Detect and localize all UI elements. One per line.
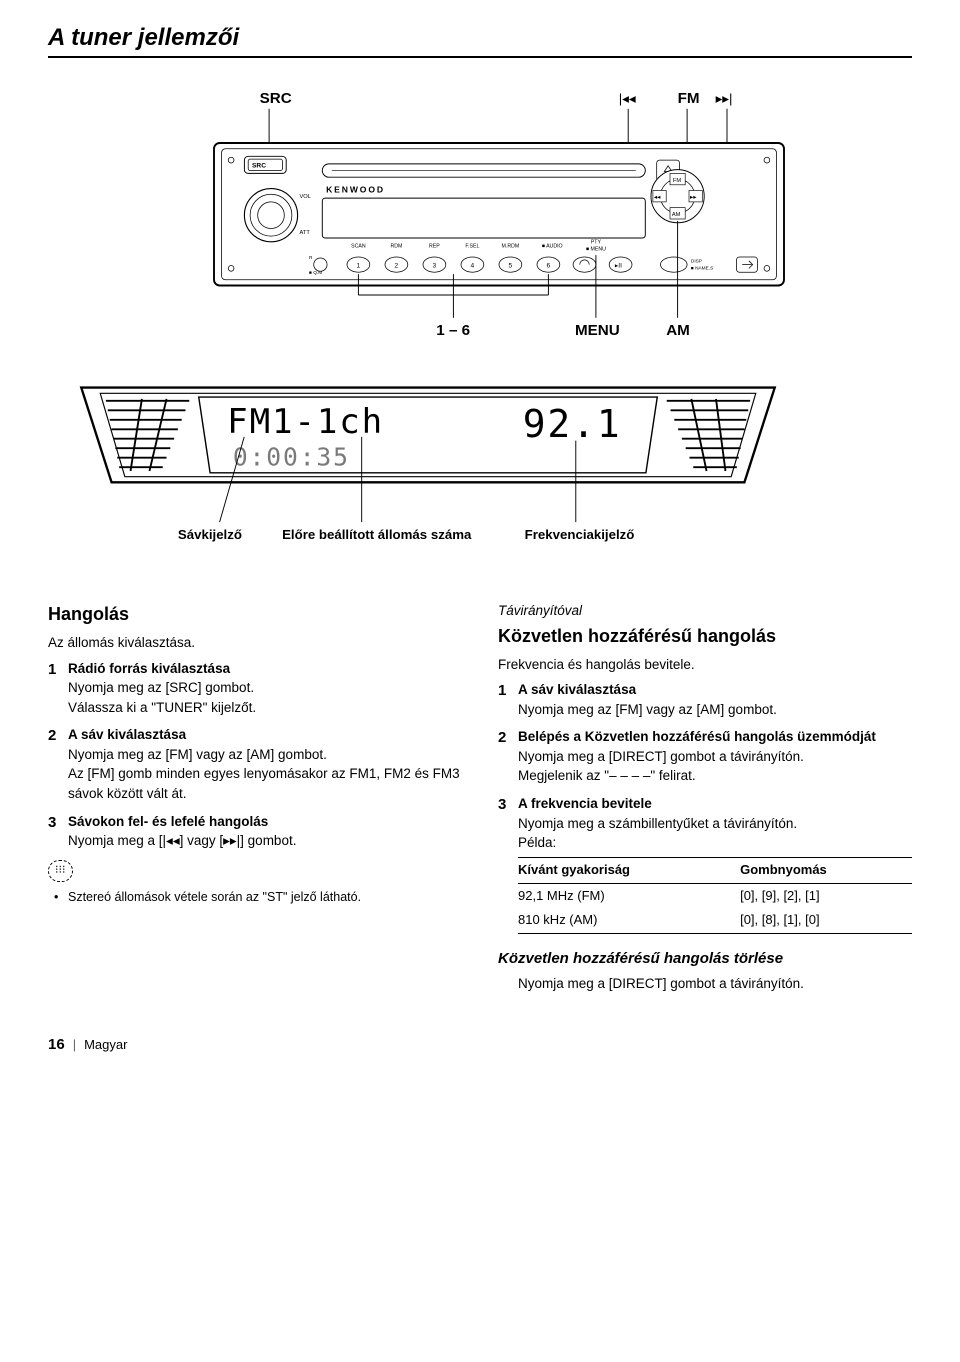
table-header: Gombnyomás [740,857,912,883]
label-fm: FM [678,90,700,107]
svg-text:1: 1 [357,262,361,269]
heading-hangolas: Hangolás [48,601,462,627]
lcd-main: FM1-1ch [227,402,384,442]
svg-text:RDM: RDM [390,244,402,250]
label-band: Sávkijelző [178,527,242,542]
svg-text:▸▸: ▸▸ [690,194,697,201]
svg-text:■ MENU: ■ MENU [586,246,606,252]
svg-text:KENWOOD: KENWOOD [326,184,385,194]
svg-text:FM: FM [673,178,681,184]
label-preset: Előre beállított állomás száma [282,527,472,542]
svg-text:▸II: ▸II [615,262,622,269]
step-3: 3 Sávokon fel- és lefelé hangolás Nyomja… [48,812,462,851]
r-step-3: 3 A frekvencia bevitele Nyomja meg a szá… [498,794,912,934]
svg-text:AM: AM [672,212,681,218]
intro-text-right: Frekvencia és hangolás bevitele. [498,655,912,675]
cancel-text: Nyomja meg a [DIRECT] gombot a távirányí… [518,974,912,994]
prev-icon: |◂◂ [619,91,636,106]
svg-text:VOL: VOL [300,194,311,200]
lcd-display: FM1-1ch 0:00:35 92.1 Sávkijelző Előre be… [48,380,912,565]
lcd-time: 0:00:35 [233,442,350,471]
left-column: Hangolás Az állomás kiválasztása. 1 Rádi… [48,601,462,994]
svg-text:PTY: PTY [591,240,602,246]
r-step-1: 1 A sáv kiválasztása Nyomja meg az [FM] … [498,680,912,719]
page-footer: 16 | Magyar [48,1036,912,1053]
svg-text:■ AUDIO: ■ AUDIO [542,244,563,250]
svg-text:DISP: DISP [691,259,702,265]
svg-text:REP: REP [429,244,440,250]
svg-text:4: 4 [471,262,475,269]
step-2: 2 A sáv kiválasztása Nyomja meg az [FM] … [48,725,462,803]
label-freq: Frekvenciakijelző [525,527,635,542]
svg-text:3: 3 [433,262,437,269]
label-menu: MENU [575,322,620,339]
frequency-table: Kívánt gyakoriság Gombnyomás 92,1 MHz (F… [518,857,912,935]
page-title: A tuner jellemzői [48,24,912,58]
r-step-2: 2 Belépés a Közvetlen hozzáférésű hangol… [498,727,912,786]
label-src: SRC [260,90,292,107]
svg-text:SRC: SRC [252,163,266,170]
page-lang: Magyar [84,1037,127,1052]
next-icon: ▸▸| [716,91,733,106]
table-row: 810 kHz (AM) [0], [8], [1], [0] [518,908,912,933]
svg-text:R: R [309,255,313,261]
lcd-freq: 92.1 [523,402,622,446]
svg-text:ATT: ATT [300,230,311,236]
table-header: Kívánt gyakoriság [518,857,740,883]
note-icon: ⁝⁝⁝ [48,860,73,882]
step-1: 1 Rádió forrás kiválasztása Nyomja meg a… [48,659,462,718]
table-row: 92,1 MHz (FM) [0], [9], [2], [1] [518,883,912,908]
intro-text: Az állomás kiválasztása. [48,633,462,653]
page-number: 16 [48,1036,65,1053]
heading-direct: Közvetlen hozzáférésű hangolás [498,623,912,649]
svg-text:F.SEL: F.SEL [465,244,479,250]
svg-text:M.RDM: M.RDM [502,244,520,250]
note-text: • Sztereó állomások vétele során az "ST"… [54,888,462,906]
svg-text:◂◂: ◂◂ [654,194,661,201]
cancel-heading: Közvetlen hozzáférésű hangolás törlése [498,948,912,970]
svg-text:6: 6 [547,262,551,269]
remote-label: Távirányítóval [498,601,912,621]
svg-text:2: 2 [395,262,399,269]
radio-diagram: SRC |◂◂ FM ▸▸| SRC VOL ATT KENWOOD FM AM [48,86,912,352]
label-am: AM [666,322,690,339]
right-column: Távirányítóval Közvetlen hozzáférésű han… [498,601,912,994]
label-preset-range: 1 – 6 [436,322,470,339]
svg-text:■ NAME.S: ■ NAME.S [691,265,713,271]
svg-text:■ Q.M: ■ Q.M [309,270,322,276]
svg-text:SCAN: SCAN [351,244,366,250]
svg-text:5: 5 [509,262,513,269]
